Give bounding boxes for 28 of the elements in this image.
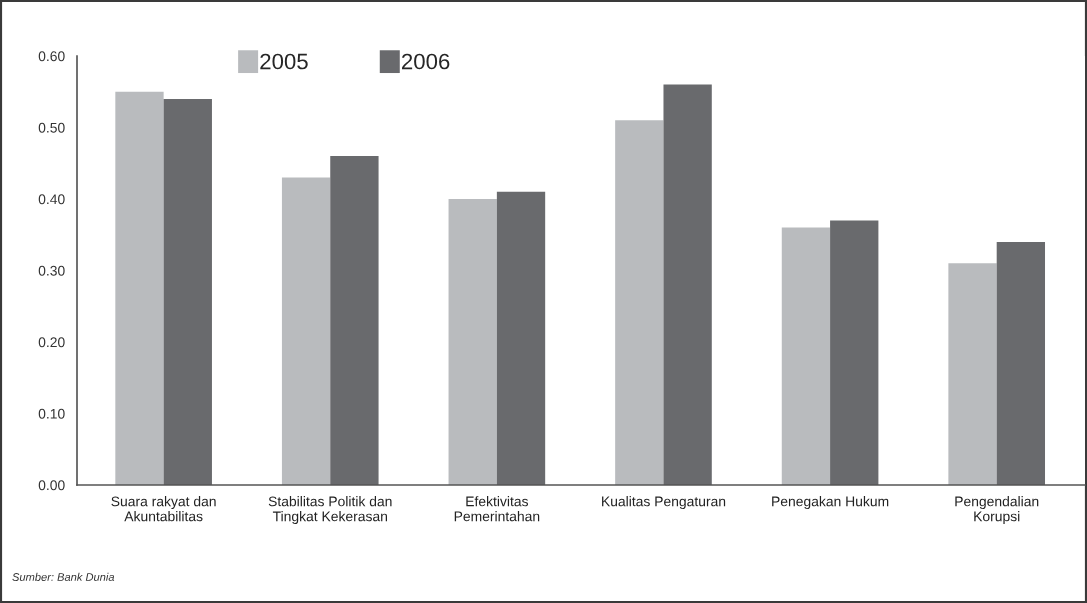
x-tick-label: Suara rakyat dan Akuntabilitas [111,496,216,522]
y-tick-label: 0.00 [38,480,65,491]
bar [996,241,1046,485]
bar [448,199,497,485]
x-tick-label: Penegakan Hukum [772,496,889,510]
x-tick-label: Pengendalian Korupsi [955,496,1039,525]
legend-label: 2005 [260,53,308,70]
x-tick-label: Kualitas Pengaturan [602,496,726,510]
y-tick-label: 0.50 [38,122,65,133]
y-tick-label: 0.30 [38,265,65,276]
bar [281,177,331,485]
x-tick-label: Efektivitas Pemerintahan [454,496,540,522]
text: Sumber: Bank Dunia [12,572,115,581]
bar [948,263,997,485]
bar [781,227,831,485]
bar [496,191,546,485]
bar [663,84,712,485]
y-tick-label: 0.60 [38,51,65,62]
bar [115,91,164,485]
bar [830,220,879,485]
y-tick-label: 0.40 [38,194,65,205]
bar [330,156,379,485]
x-tick-label: Stabilitas Politik dan Tingkat Kekerasan [268,496,392,525]
y-tick-label: 0.20 [38,337,65,348]
bar [615,120,664,485]
legend-label: 2006 [402,53,450,70]
bar [163,98,212,485]
y-tick-label: 0.10 [38,408,65,419]
